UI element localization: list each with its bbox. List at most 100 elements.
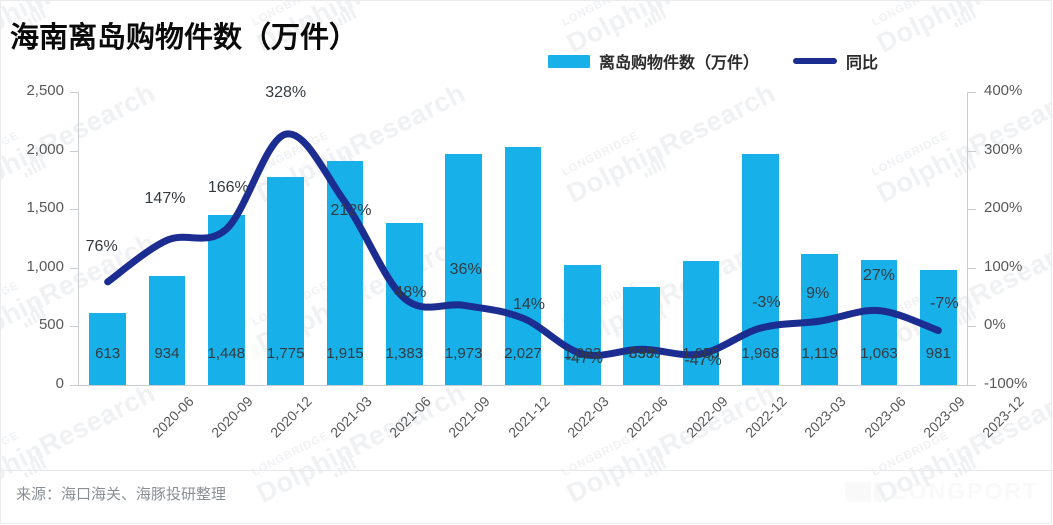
y-axis-left-tick bbox=[70, 385, 78, 386]
bar-value-label: 2,027 bbox=[504, 345, 542, 362]
y-axis-right-tick bbox=[968, 150, 976, 152]
x-axis-label: 2023-12 bbox=[979, 393, 1028, 441]
y-axis-right-line bbox=[967, 92, 968, 386]
bar bbox=[860, 260, 898, 385]
bar bbox=[682, 261, 720, 385]
yoy-value-label: 166% bbox=[207, 179, 249, 197]
y-axis-left-line bbox=[78, 92, 79, 386]
chart-legend: 离岛购物件数（万件） 同比 bbox=[548, 48, 878, 74]
bar-value-label: 1,119 bbox=[801, 345, 838, 362]
y-axis-left-tick bbox=[70, 150, 78, 152]
x-axis-label: 2020-12 bbox=[267, 393, 316, 441]
x-axis-label: 2022-06 bbox=[623, 393, 672, 441]
longport-mark-icon bbox=[844, 481, 882, 502]
y-axis-right-label: 400% bbox=[984, 82, 1023, 99]
yoy-value-label: 36% bbox=[449, 261, 482, 279]
yoy-line-path bbox=[104, 130, 942, 359]
y-axis-right-label: -100% bbox=[984, 375, 1028, 392]
yoy-value-label: -7% bbox=[930, 294, 959, 312]
bar-value-label: 838 bbox=[629, 345, 655, 362]
y-axis-left-tick bbox=[70, 209, 78, 211]
bar bbox=[207, 215, 245, 385]
page-title: 海南离岛购物件数（万件） bbox=[10, 22, 359, 54]
yoy-line-series bbox=[104, 130, 942, 359]
legend-item-line: 同比 bbox=[793, 49, 878, 73]
yoy-value-label: -47% bbox=[565, 349, 603, 367]
legend-label-line: 同比 bbox=[846, 55, 879, 72]
x-axis-label: 2023-09 bbox=[920, 393, 968, 441]
x-axis-line bbox=[78, 385, 968, 386]
bar-value-label: 1,968 bbox=[741, 345, 780, 362]
watermark-longbridge: LONGBRIDGE bbox=[870, 0, 951, 29]
yoy-value-label: -3% bbox=[752, 294, 781, 312]
x-axis-label: 2023-03 bbox=[801, 393, 850, 441]
watermark-bars-icon bbox=[328, 449, 357, 479]
watermark-bars-icon bbox=[948, 0, 977, 29]
y-axis-right-label: 200% bbox=[984, 199, 1023, 217]
bar-value-label: 1,055 bbox=[682, 345, 720, 362]
x-axis-label: 2020-09 bbox=[208, 393, 256, 441]
bar-value-label: 1,383 bbox=[385, 345, 424, 362]
bar-value-label: 934 bbox=[154, 345, 180, 362]
yoy-value-label: 147% bbox=[144, 190, 186, 208]
y-axis-right-tick bbox=[968, 209, 976, 211]
bar-value-label: 1,775 bbox=[266, 345, 305, 362]
legend-label-bars: 离岛购物件数（万件） bbox=[599, 55, 760, 72]
yoy-value-label: 212% bbox=[330, 202, 372, 220]
bar bbox=[504, 147, 542, 385]
source-note: 来源：海口海关、海豚投研整理 bbox=[16, 486, 227, 503]
bar bbox=[267, 176, 305, 385]
bar-value-label: 1,973 bbox=[444, 345, 483, 362]
watermark-longbridge: LONGBRIDGE bbox=[560, 0, 641, 29]
y-axis-right-tick bbox=[968, 267, 976, 269]
watermark-dolphinresearch: DolphinResearch bbox=[872, 0, 1053, 60]
y-axis-left-label: 2,000 bbox=[26, 140, 64, 158]
x-axis-label: 2023-06 bbox=[860, 393, 909, 441]
y-axis-left-tick bbox=[70, 92, 78, 93]
y-axis-left-label: 1,000 bbox=[26, 257, 64, 275]
watermark-bars-icon bbox=[18, 449, 47, 479]
bar-value-label: 1,063 bbox=[860, 345, 898, 362]
y-axis-left-tick bbox=[70, 326, 78, 328]
yoy-value-label: 76% bbox=[85, 237, 118, 255]
watermark-longbridge: LONGBRIDGE bbox=[870, 429, 951, 479]
watermark-longbridge: LONGBRIDGE bbox=[250, 429, 331, 479]
watermark-bars-icon bbox=[638, 0, 667, 29]
bar-value-label: 981 bbox=[925, 345, 951, 362]
bar-value-label: 613 bbox=[95, 345, 121, 362]
bar bbox=[148, 275, 186, 385]
y-axis-right-tick bbox=[968, 326, 976, 328]
y-axis-right-tick bbox=[968, 92, 976, 93]
y-axis-left-label: 500 bbox=[38, 316, 64, 334]
x-axis-label: 2022-12 bbox=[742, 393, 790, 441]
x-axis-label: 2021-09 bbox=[445, 393, 494, 441]
bar-value-label: 1,023 bbox=[563, 345, 602, 362]
bar-value-label: 1,448 bbox=[207, 345, 246, 362]
y-axis-right-label: 0% bbox=[984, 316, 1006, 334]
y-axis-right-label: 300% bbox=[984, 140, 1023, 158]
y-axis-left-label: 0 bbox=[55, 375, 64, 392]
y-axis-left-label: 2,500 bbox=[26, 82, 64, 99]
y-axis-right-label: 100% bbox=[984, 257, 1023, 275]
x-axis-label: 2021-03 bbox=[326, 393, 375, 441]
watermark-bars-icon bbox=[638, 449, 667, 479]
watermark-bars-icon bbox=[948, 449, 977, 479]
yoy-value-label: 14% bbox=[512, 296, 545, 314]
footer-divider bbox=[0, 470, 1053, 471]
plot-area bbox=[78, 92, 968, 385]
longport-logo: LONGPORT bbox=[844, 478, 1039, 505]
longport-wordmark: LONGPORT bbox=[892, 478, 1039, 504]
y-axis-left-tick bbox=[70, 267, 78, 269]
yoy-value-label: 27% bbox=[862, 266, 895, 284]
x-axis-label: 2022-03 bbox=[564, 393, 612, 441]
yoy-value-label: 48% bbox=[394, 284, 427, 302]
bar bbox=[741, 154, 779, 385]
x-axis-label: 2020-06 bbox=[148, 393, 197, 441]
yoy-value-label: -39% bbox=[622, 345, 661, 363]
y-axis-left-label: 1,500 bbox=[26, 199, 64, 217]
yoy-value-label: 9% bbox=[806, 285, 830, 303]
bar bbox=[89, 313, 127, 385]
bar-swatch-icon bbox=[548, 54, 590, 68]
watermark-longbridge: LONGBRIDGE bbox=[0, 429, 21, 479]
